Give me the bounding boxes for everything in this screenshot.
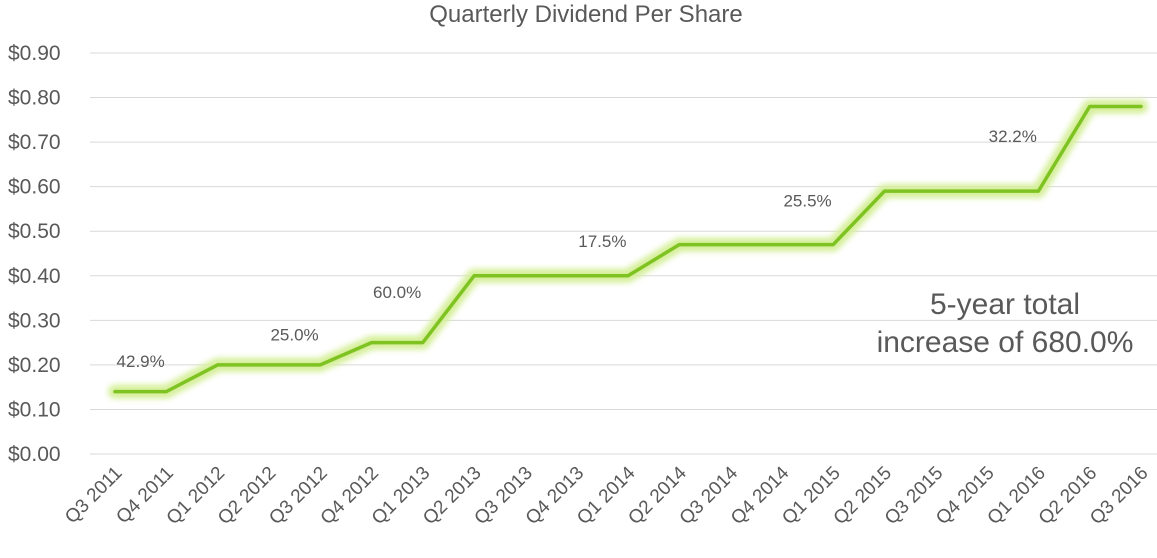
gridlines (90, 52, 1157, 455)
increase-label: 32.2% (989, 127, 1037, 146)
y-tick-label: $0.80 (8, 87, 61, 110)
y-tick-label: $0.20 (8, 354, 61, 377)
y-tick-label: $0.70 (8, 131, 61, 154)
y-tick-label: $0.30 (8, 309, 61, 332)
increase-label: 17.5% (578, 232, 626, 251)
y-tick-label: $0.60 (8, 176, 61, 199)
increase-label: 60.0% (373, 283, 421, 302)
y-tick-label: $0.10 (8, 398, 61, 421)
increase-labels: 42.9% 25.0% 60.0% 17.5% 25.5% 32.2% (117, 127, 1037, 371)
y-tick-label: $0.00 (8, 443, 61, 466)
note-line-1: 5-year total (930, 288, 1080, 321)
y-axis-ticks: $0.00 $0.10 $0.20 $0.30 $0.40 $0.50 $0.60 $0.70… (8, 42, 61, 466)
increase-label: 42.9% (117, 352, 165, 371)
y-tick-label: $0.40 (8, 265, 61, 288)
series-line-path (113, 104, 1143, 394)
increase-label: 25.0% (270, 325, 318, 344)
series-line (108, 99, 1148, 399)
y-tick-label: $0.90 (8, 42, 61, 65)
note-line-2: increase of 680.0% (877, 326, 1134, 359)
increase-label: 25.5% (783, 192, 831, 211)
y-tick-label: $0.50 (8, 220, 61, 243)
chart-title: Quarterly Dividend Per Share (429, 1, 742, 28)
